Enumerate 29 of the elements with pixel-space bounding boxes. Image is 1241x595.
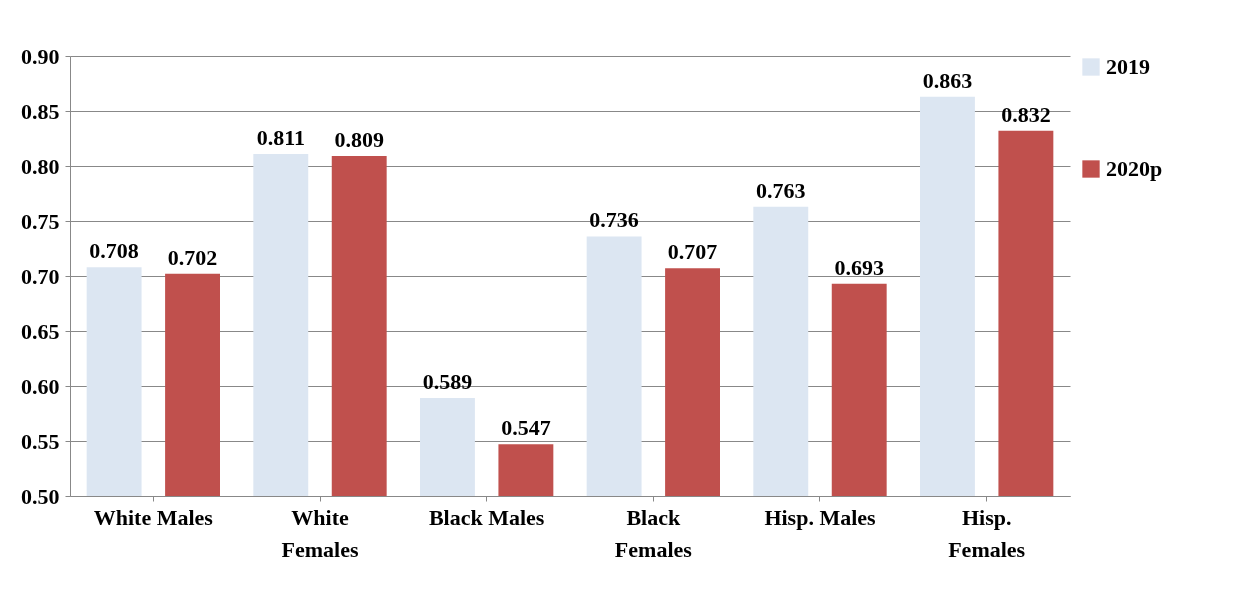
y-tick-label: 0.55 [21,428,60,454]
x-tick-label: Black Males [428,504,545,530]
data-label: 0.693 [834,254,884,280]
y-tick-label: 0.60 [21,373,60,399]
data-label: 0.863 [922,67,973,93]
data-label: 0.809 [334,127,384,153]
data-label: 0.547 [501,415,551,441]
y-tick-label: 0.80 [21,153,60,179]
y-tick-label: 0.50 [21,483,60,509]
x-tick-label: Hisp. Males [764,504,877,530]
y-tick-label: 0.70 [21,263,60,289]
y-tick-label: 0.65 [21,318,60,344]
data-label: 0.708 [89,238,139,264]
data-label: 0.707 [667,239,718,265]
x-tick-label: Hisp. Females [948,504,1026,562]
x-tick-label: White Males [93,504,214,530]
y-tick-label: 0.90 [21,43,60,69]
x-tick-label: Black Females [614,504,693,562]
legend-label: 2020p [1106,156,1163,181]
y-tick-label: 0.85 [21,98,60,124]
legend-label: 2019 [1106,54,1150,79]
data-label: 0.763 [756,177,806,203]
data-label: 0.832 [1001,101,1051,127]
data-label: 0.811 [256,124,305,150]
x-tick-label: White Females [281,504,359,562]
data-label: 0.702 [167,244,218,270]
data-label: 0.589 [422,369,473,395]
data-label: 0.736 [589,207,639,233]
y-tick-label: 0.75 [21,208,60,234]
